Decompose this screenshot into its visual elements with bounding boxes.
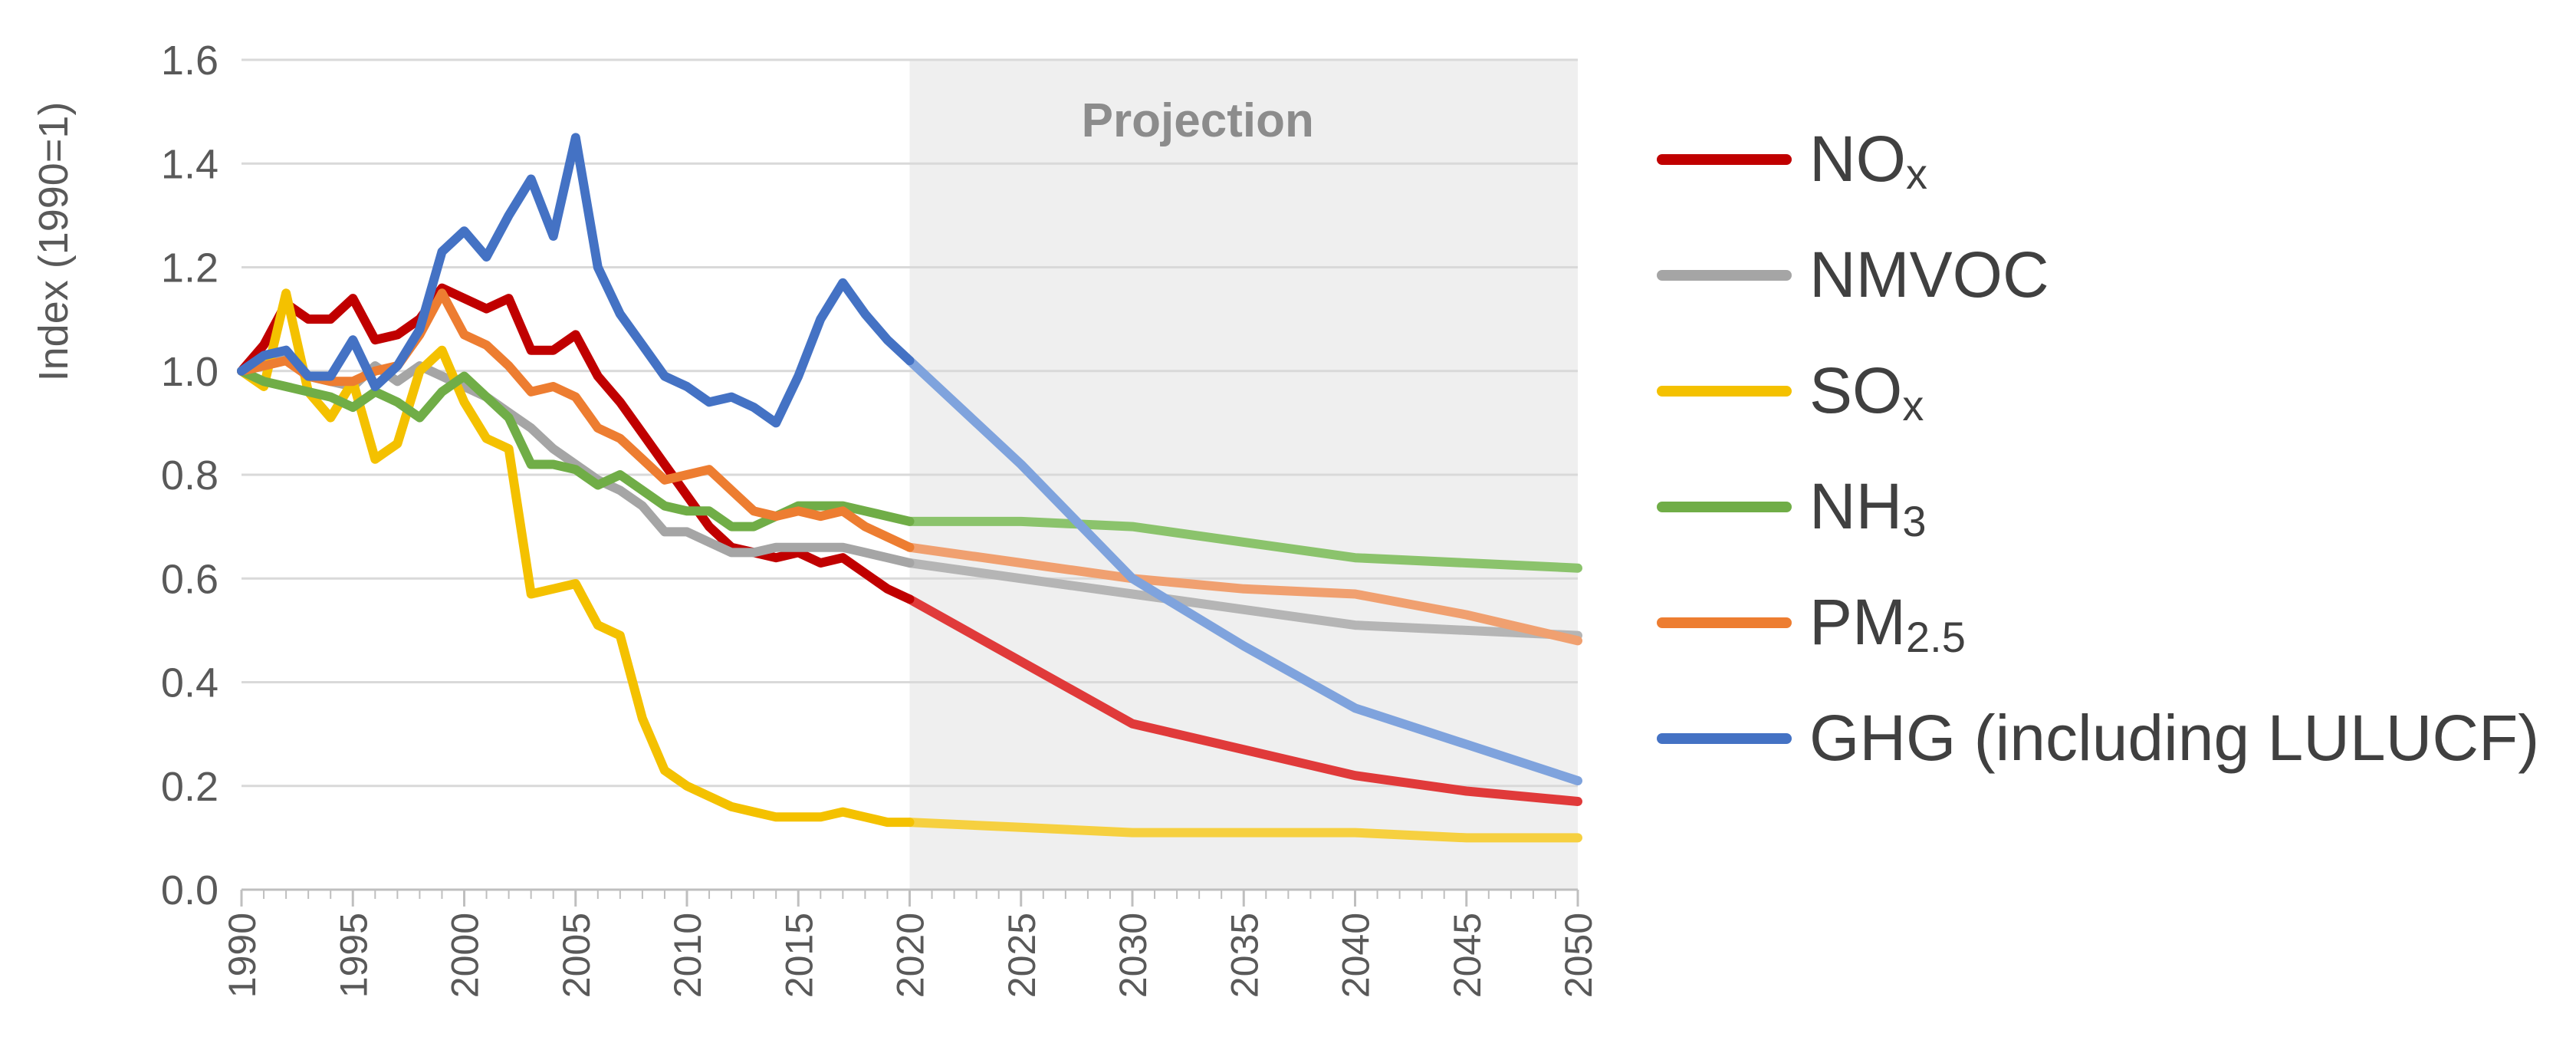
series-line-projection: [905, 542, 1582, 646]
y-axis-label: Index (1990=1): [31, 102, 77, 382]
y-tick-label: 0.2: [161, 764, 219, 810]
x-tick-label: 2005: [555, 913, 598, 998]
series-line: [237, 366, 915, 532]
legend-label: NMVOC: [1809, 239, 2049, 311]
legend-label: NOx: [1809, 123, 1927, 198]
x-tick-label: 2025: [1001, 913, 1043, 998]
series-line-projection: [905, 558, 1582, 640]
y-tick-label: 1.4: [161, 141, 219, 187]
legend-label: SOx: [1809, 354, 1924, 429]
x-tick-label: 2040: [1335, 913, 1378, 998]
x-tick-label: 2000: [444, 913, 487, 998]
x-tick-label: 2045: [1446, 913, 1489, 998]
x-tick-label: 2035: [1223, 913, 1266, 998]
y-tick-label: 1.2: [161, 245, 219, 291]
projection-label: Projection: [1082, 94, 1314, 147]
legend-item: PM2.5: [1657, 586, 1966, 661]
legend-item: NOx: [1657, 123, 1927, 198]
x-tick-label: 2010: [666, 913, 709, 998]
series-line: [237, 288, 915, 552]
series-line: [237, 133, 915, 428]
y-tick-label: 0.6: [161, 556, 219, 602]
legend-item: GHG (including LULUCF): [1657, 702, 2539, 774]
legend: NOx NMVOC SOx NH3 PM2.5 GHG (including LULUCF…: [1657, 123, 2539, 774]
series-line-projection: [905, 516, 1582, 573]
y-tick-label: 0.8: [161, 453, 219, 499]
series-line: [237, 283, 915, 604]
axes: 0.0 0.2 0.4 0.6 0.8 1.0 1.2 1.4 1.6 1990 1995 2000 2…: [161, 38, 1600, 998]
x-tick-label: 2050: [1557, 913, 1600, 998]
y-tick-label: 0.0: [161, 867, 219, 913]
series-line-projection: [905, 818, 1582, 843]
legend-item: NMVOC: [1657, 239, 2049, 311]
y-tick-label: 1.6: [161, 38, 219, 84]
legend-item: NH3: [1657, 470, 1926, 545]
x-tick-label: 1990: [221, 913, 264, 998]
legend-label: PM2.5: [1809, 586, 1966, 661]
y-tick-label: 0.4: [161, 660, 219, 706]
x-tick-label: 2030: [1112, 913, 1155, 998]
x-tick-label: 2020: [889, 913, 932, 998]
y-tick-label: 1.0: [161, 349, 219, 395]
series-line-projection: [905, 356, 1582, 785]
x-tick-label: 2015: [777, 913, 820, 998]
legend-label: GHG (including LULUCF): [1809, 702, 2539, 774]
legend-label: NH3: [1809, 470, 1926, 545]
legend-item: SOx: [1657, 354, 1924, 429]
series-lines: [237, 133, 1582, 843]
gridlines: [242, 58, 1578, 891]
series-line-projection: [905, 594, 1582, 806]
x-tick-label: 1995: [332, 913, 375, 998]
